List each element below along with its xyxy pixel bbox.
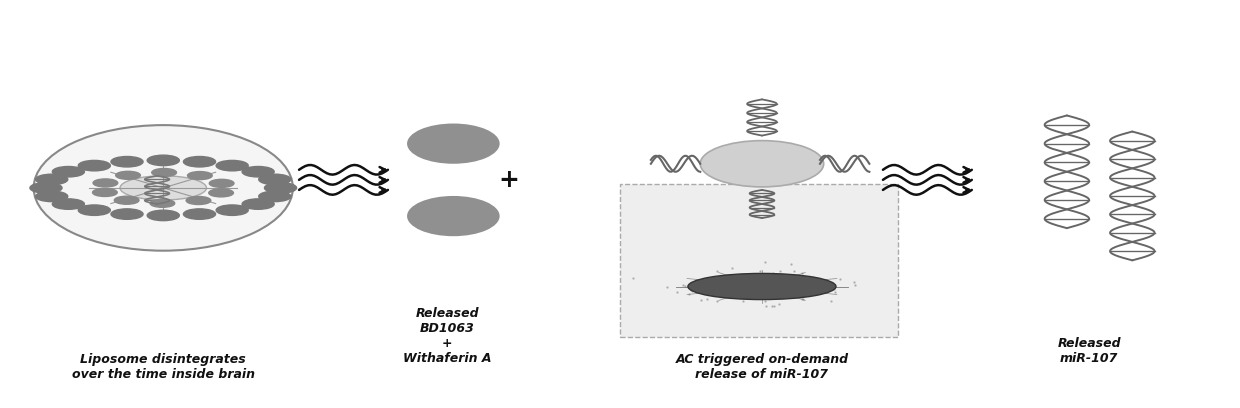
Ellipse shape xyxy=(407,124,500,164)
Circle shape xyxy=(208,189,233,197)
Circle shape xyxy=(187,171,212,180)
Circle shape xyxy=(52,166,84,177)
Text: Released
miR-107: Released miR-107 xyxy=(1058,337,1121,365)
Circle shape xyxy=(150,199,175,207)
Circle shape xyxy=(184,209,216,220)
Circle shape xyxy=(93,188,118,197)
Text: Released
BD1063
+
Withaferin A: Released BD1063 + Withaferin A xyxy=(403,307,491,365)
Text: AC triggered on-demand
release of miR-107: AC triggered on-demand release of miR-10… xyxy=(676,353,848,381)
Circle shape xyxy=(30,183,62,193)
Circle shape xyxy=(115,171,140,180)
Circle shape xyxy=(186,197,211,204)
Circle shape xyxy=(36,191,68,202)
Circle shape xyxy=(259,191,291,202)
Circle shape xyxy=(216,205,248,215)
Circle shape xyxy=(93,179,118,187)
Circle shape xyxy=(110,157,143,167)
Circle shape xyxy=(216,160,248,171)
Circle shape xyxy=(78,205,110,215)
Circle shape xyxy=(148,155,180,166)
Circle shape xyxy=(184,157,216,167)
Circle shape xyxy=(259,174,291,185)
Circle shape xyxy=(148,210,180,221)
Circle shape xyxy=(242,199,274,209)
Circle shape xyxy=(151,169,176,177)
Circle shape xyxy=(210,180,234,187)
Ellipse shape xyxy=(701,141,823,187)
Circle shape xyxy=(52,199,84,209)
Circle shape xyxy=(36,174,68,185)
Text: +: + xyxy=(498,168,520,192)
Circle shape xyxy=(264,183,296,193)
Ellipse shape xyxy=(120,176,207,200)
Circle shape xyxy=(114,196,139,204)
Circle shape xyxy=(78,160,110,171)
Circle shape xyxy=(110,209,143,220)
Ellipse shape xyxy=(688,273,836,299)
FancyBboxPatch shape xyxy=(620,184,898,337)
Ellipse shape xyxy=(407,196,500,236)
Text: Liposome disintegrates
over the time inside brain: Liposome disintegrates over the time ins… xyxy=(72,353,254,381)
Ellipse shape xyxy=(33,125,293,251)
Circle shape xyxy=(242,166,274,177)
